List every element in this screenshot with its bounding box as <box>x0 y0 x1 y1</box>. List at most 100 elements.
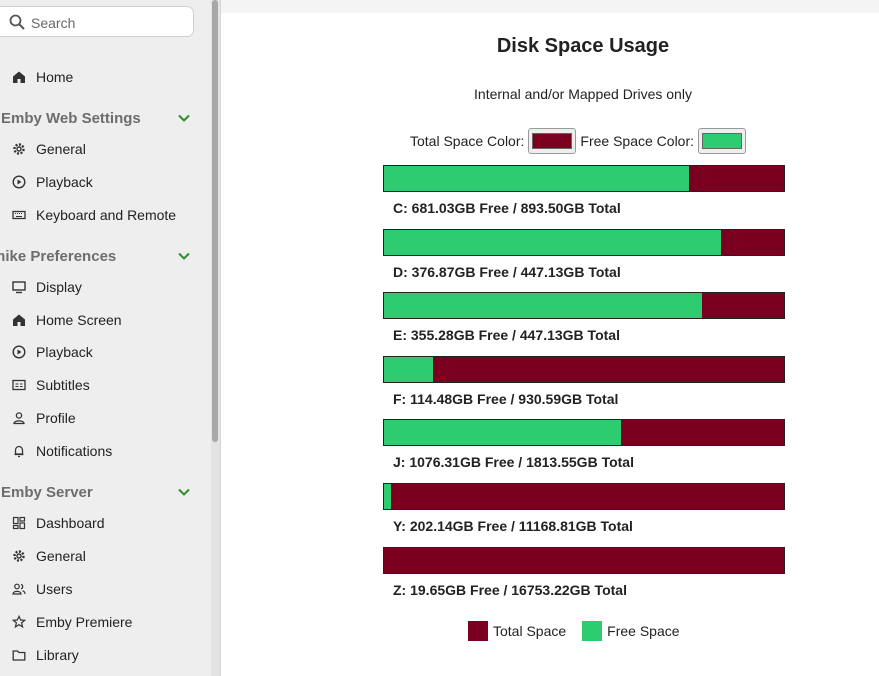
page-subtitle: Internal and/or Mapped Drives only <box>474 86 692 102</box>
drive-usage-bar <box>383 547 785 574</box>
used-space-segment <box>621 420 784 445</box>
sidebar-item-label: Library <box>36 647 79 663</box>
drive-label: Z: 19.65GB Free / 16753.22GB Total <box>393 582 627 598</box>
total-color-label: Total Space Color: <box>410 133 525 149</box>
drive-label: E: 355.28GB Free / 447.13GB Total <box>393 327 620 343</box>
users-icon <box>11 581 27 597</box>
drive-usage-bar <box>383 292 785 319</box>
free-space-segment <box>384 293 702 318</box>
sidebar-item-display[interactable]: Display <box>0 274 211 300</box>
sidebar-item-home[interactable]: Home <box>0 64 211 90</box>
free-space-segment <box>384 357 434 382</box>
legend-free-swatch <box>582 621 603 641</box>
drive-row: Z: 19.65GB Free / 16753.22GB Total <box>383 547 785 607</box>
section-title: Emby Server <box>1 483 93 501</box>
sidebar-item-users[interactable]: Users <box>0 576 211 602</box>
drive-usage-bar <box>383 229 785 256</box>
legend-item-free: Free Space <box>582 621 680 641</box>
legend-total-swatch <box>468 621 488 641</box>
sidebar-item-keyboard-remote[interactable]: Keyboard and Remote <box>0 202 211 228</box>
sidebar-item-web-general[interactable]: General <box>0 136 211 162</box>
sidebar-item-web-playback[interactable]: Playback <box>0 169 211 195</box>
sidebar-item-label: Home Screen <box>36 312 122 328</box>
search-input[interactable] <box>29 13 183 33</box>
sidebar-divider <box>220 0 221 676</box>
gear-icon <box>11 141 27 157</box>
drive-label: F: 114.48GB Free / 930.59GB Total <box>393 391 619 407</box>
sidebar-item-notifications[interactable]: Notifications <box>0 438 211 464</box>
drive-row: F: 114.48GB Free / 930.59GB Total <box>383 356 785 416</box>
drive-row: D: 376.87GB Free / 447.13GB Total <box>383 229 785 289</box>
free-space-segment <box>384 484 392 509</box>
chevron-down-icon <box>178 114 190 122</box>
drive-row: J: 1076.31GB Free / 1813.55GB Total <box>383 419 785 479</box>
sidebar-item-subtitles[interactable]: Subtitles <box>0 372 211 398</box>
sidebar-item-home-screen[interactable]: Home Screen <box>0 307 211 333</box>
sidebar-item-server-general[interactable]: General <box>0 543 211 569</box>
person-icon <box>11 410 27 426</box>
sidebar-item-label: Subtitles <box>36 377 90 393</box>
play-circle-icon <box>11 174 27 190</box>
sidebar-item-label: Dashboard <box>36 515 105 531</box>
sidebar-item-label: Notifications <box>36 443 113 459</box>
search-box[interactable] <box>0 6 194 37</box>
header-strip <box>221 0 879 13</box>
drive-row: C: 681.03GB Free / 893.50GB Total <box>383 165 785 225</box>
drive-label: D: 376.87GB Free / 447.13GB Total <box>393 264 621 280</box>
home-icon <box>11 312 27 328</box>
sidebar-item-user-playback[interactable]: Playback <box>0 339 211 365</box>
search-icon <box>9 14 25 30</box>
used-space-segment <box>433 357 784 382</box>
sidebar-item-profile[interactable]: Profile <box>0 405 211 431</box>
subtitles-icon <box>11 377 27 393</box>
free-space-segment <box>384 230 722 255</box>
sidebar-item-label: Home <box>36 69 74 85</box>
sidebar-item-label: Playback <box>36 174 93 190</box>
drive-usage-bar <box>383 419 785 446</box>
drive-label: J: 1076.31GB Free / 1813.55GB Total <box>393 454 634 470</box>
section-emby-server[interactable]: Emby Server <box>0 480 211 504</box>
sidebar-item-label: Playback <box>36 344 93 360</box>
drive-usage-bar <box>383 483 785 510</box>
sidebar-item-dashboard[interactable]: Dashboard <box>0 510 211 536</box>
sidebar-item-label: Users <box>36 581 73 597</box>
total-color-swatch <box>532 133 573 149</box>
free-space-segment <box>384 420 622 445</box>
page-title: Disk Space Usage <box>496 35 670 57</box>
section-user-preferences[interactable]: mike Preferences <box>0 244 211 268</box>
section-emby-web-settings[interactable]: Emby Web Settings <box>0 106 211 130</box>
sidebar: Home Emby Web Settings General Playback … <box>0 0 211 676</box>
sidebar-item-label: Emby Premiere <box>36 614 133 630</box>
sidebar-item-label: Profile <box>36 410 76 426</box>
sidebar-item-label: Display <box>36 279 82 295</box>
legend-total-label: Total Space <box>493 623 567 639</box>
sidebar-item-library[interactable]: Library <box>0 642 211 668</box>
keyboard-icon <box>11 207 27 223</box>
bell-icon <box>11 443 27 459</box>
star-icon <box>11 614 27 630</box>
sidebar-item-emby-premiere[interactable]: Emby Premiere <box>0 609 211 635</box>
section-title: Emby Web Settings <box>1 109 141 127</box>
drive-row: Y: 202.14GB Free / 11168.81GB Total <box>383 483 785 543</box>
home-icon <box>11 69 27 85</box>
section-title: mike Preferences <box>0 247 117 265</box>
used-space-segment <box>391 484 784 509</box>
free-space-segment <box>384 166 689 191</box>
total-color-picker[interactable] <box>528 128 577 154</box>
drive-row: E: 355.28GB Free / 447.13GB Total <box>383 292 785 352</box>
chevron-down-icon <box>178 488 190 496</box>
free-color-picker[interactable] <box>698 128 747 154</box>
chevron-down-icon <box>178 252 190 260</box>
free-color-label: Free Space Color: <box>580 133 695 149</box>
folder-icon <box>11 647 27 663</box>
color-pickers: Total Space Color: Free Space Color: <box>410 127 750 155</box>
gear-icon <box>11 548 27 564</box>
sidebar-scrollbar-thumb[interactable] <box>212 0 218 442</box>
sidebar-item-label: Keyboard and Remote <box>36 207 177 223</box>
dashboard-icon <box>11 515 27 531</box>
drive-usage-bar <box>383 165 785 192</box>
sidebar-item-label: General <box>36 141 86 157</box>
used-space-segment <box>701 293 784 318</box>
used-space-segment <box>384 548 784 573</box>
drive-label: Y: 202.14GB Free / 11168.81GB Total <box>393 518 633 534</box>
